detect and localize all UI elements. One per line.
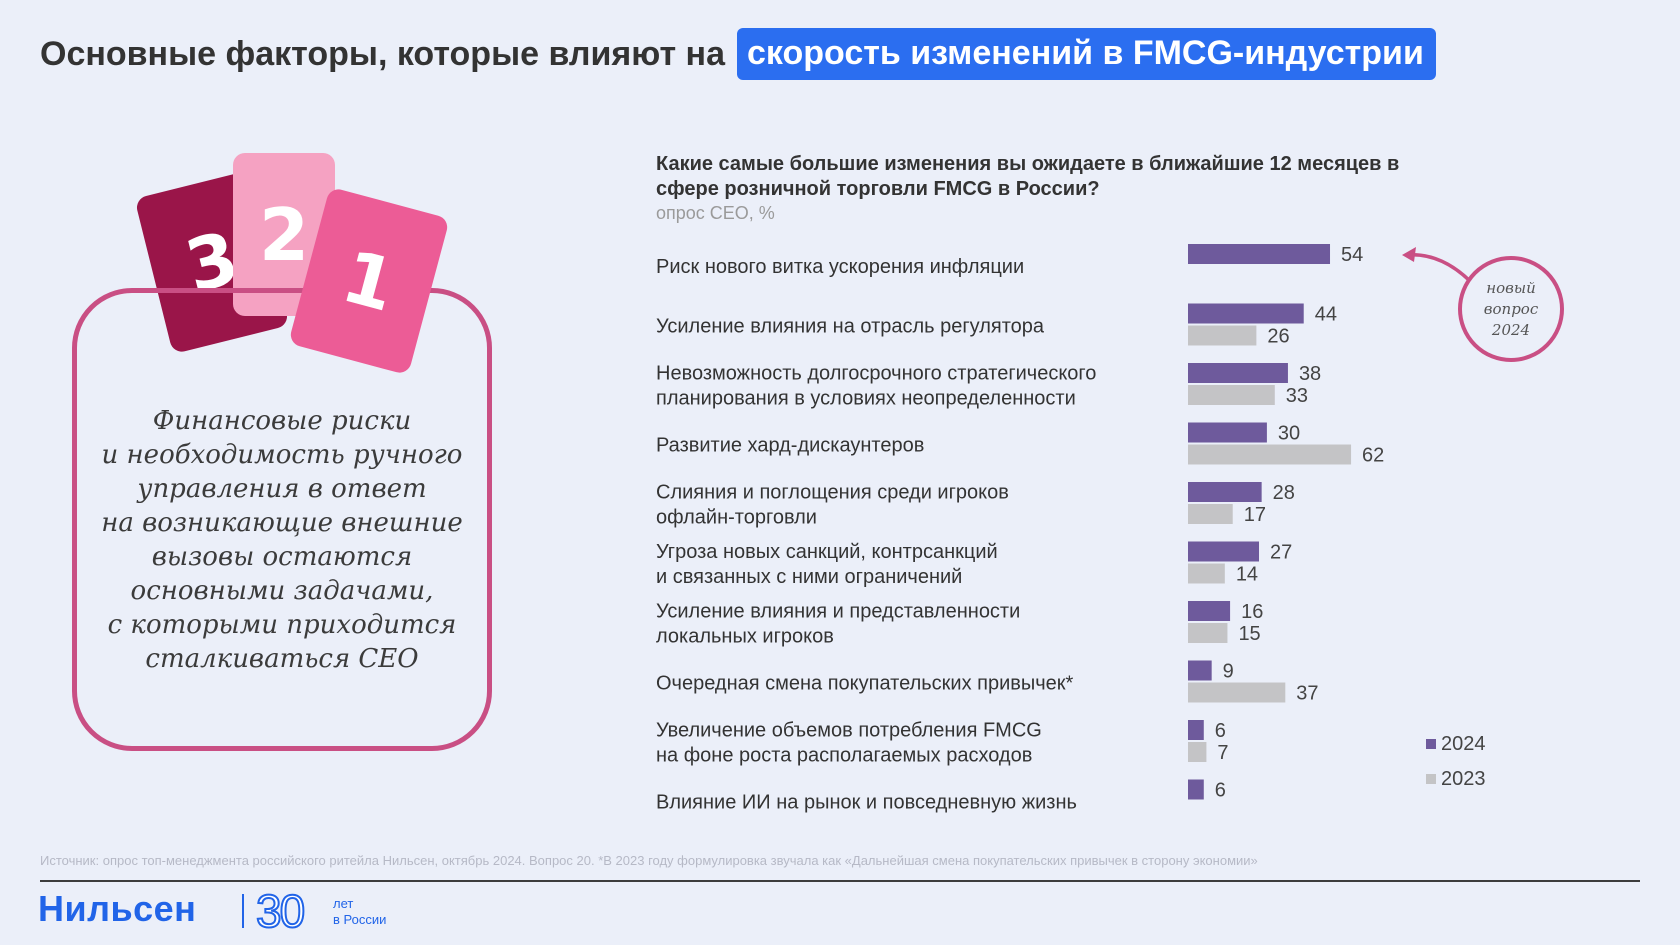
bar-2023 <box>1188 563 1225 584</box>
data-label-2023: 15 <box>1238 623 1260 645</box>
bar-2024 <box>1188 363 1288 383</box>
data-label-2024: 30 <box>1278 423 1300 445</box>
category-label: Угроза новых санкций, контрсанкций и связ… <box>656 541 998 588</box>
data-label-2024: 9 <box>1223 661 1234 683</box>
data-label-2023: 14 <box>1236 564 1258 586</box>
bar-2024 <box>1188 660 1212 681</box>
category-label: Влияние ИИ на рынок и повседневную жизнь <box>656 792 1077 814</box>
title-plain: Основные факторы, которые влияют на <box>40 34 725 73</box>
bar-2024 <box>1188 422 1267 443</box>
bar-2024 <box>1188 720 1204 740</box>
data-label-2024: 28 <box>1273 482 1295 504</box>
quote-frame <box>72 288 492 751</box>
category-label: Риск нового витка ускорения инфляции <box>656 256 1024 278</box>
category-label: Слияния и поглощения среди игроков офлайн… <box>656 482 1009 529</box>
anniversary-number: 30 <box>255 884 306 938</box>
note-arrow-head <box>1402 247 1416 262</box>
category-label: Очередная смена покупательских привычек* <box>656 673 1074 695</box>
data-label-2023: 26 <box>1267 326 1289 348</box>
bar-2023 <box>1188 444 1352 465</box>
data-label-2024: 27 <box>1270 542 1292 564</box>
legend-swatch-2024 <box>1426 739 1436 749</box>
bar-2023 <box>1188 682 1286 703</box>
data-label-2024: 44 <box>1315 304 1337 326</box>
bar-2023 <box>1188 325 1257 346</box>
data-label-2024: 16 <box>1241 601 1263 623</box>
logo-separator <box>242 894 244 928</box>
category-label: Увеличение объемов потребления FMCG на фо… <box>656 720 1042 767</box>
bar-2023 <box>1188 504 1233 524</box>
category-label: Усиление влияния на отрасль регулятора <box>656 316 1045 338</box>
bar-2024 <box>1188 482 1262 502</box>
data-label-2024: 6 <box>1215 720 1226 742</box>
data-label-2023: 62 <box>1362 445 1384 467</box>
legend-label-2023: 2023 <box>1441 768 1486 790</box>
chart-subtitle: опрос CEO, % <box>656 203 775 223</box>
legend-swatch-2023 <box>1426 774 1436 784</box>
data-label-2023: 33 <box>1286 385 1308 407</box>
quote-text: Финансовые риски и необходимость ручного… <box>101 406 463 674</box>
bar-2024 <box>1188 779 1204 800</box>
title-highlight: скорость изменений в FMCG-индустрии <box>736 28 1436 80</box>
nielsen-logo: Нильсен <box>38 888 197 929</box>
bar-2024 <box>1188 244 1331 264</box>
data-label-2024: 38 <box>1299 363 1321 385</box>
category-label: Усиление влияния и представленности локал… <box>656 601 1020 648</box>
source-note: Источник: опрос топ-менеджмента российск… <box>40 853 1258 868</box>
bar-2023 <box>1188 385 1275 405</box>
footer-divider <box>40 880 1640 882</box>
bar-2023 <box>1188 623 1228 643</box>
bar-2024 <box>1188 541 1260 562</box>
legend-label-2024: 2024 <box>1441 733 1486 755</box>
data-label-2023: 37 <box>1296 683 1318 705</box>
new-question-note: новый вопрос 2024 <box>1458 256 1564 362</box>
data-label-2023: 7 <box>1217 742 1228 764</box>
bar-2024 <box>1188 303 1304 324</box>
page-title: Основные факторы, которые влияют на скор… <box>40 26 1436 82</box>
anniversary-text: лет в России <box>333 896 387 927</box>
data-label-2024: 54 <box>1341 244 1363 266</box>
note-arrow <box>1405 252 1472 283</box>
category-label: Развитие хард-дискаунтеров <box>656 435 924 457</box>
bar-2023 <box>1188 742 1207 762</box>
category-label: Невозможность долгосрочного стратегическ… <box>656 363 1096 410</box>
chart-title: Какие самые большие изменения вы ожидает… <box>656 153 1400 200</box>
data-label-2024: 6 <box>1215 780 1226 802</box>
bar-2024 <box>1188 601 1231 621</box>
card-2-label: 2 <box>258 192 310 277</box>
data-label-2023: 17 <box>1244 504 1266 526</box>
